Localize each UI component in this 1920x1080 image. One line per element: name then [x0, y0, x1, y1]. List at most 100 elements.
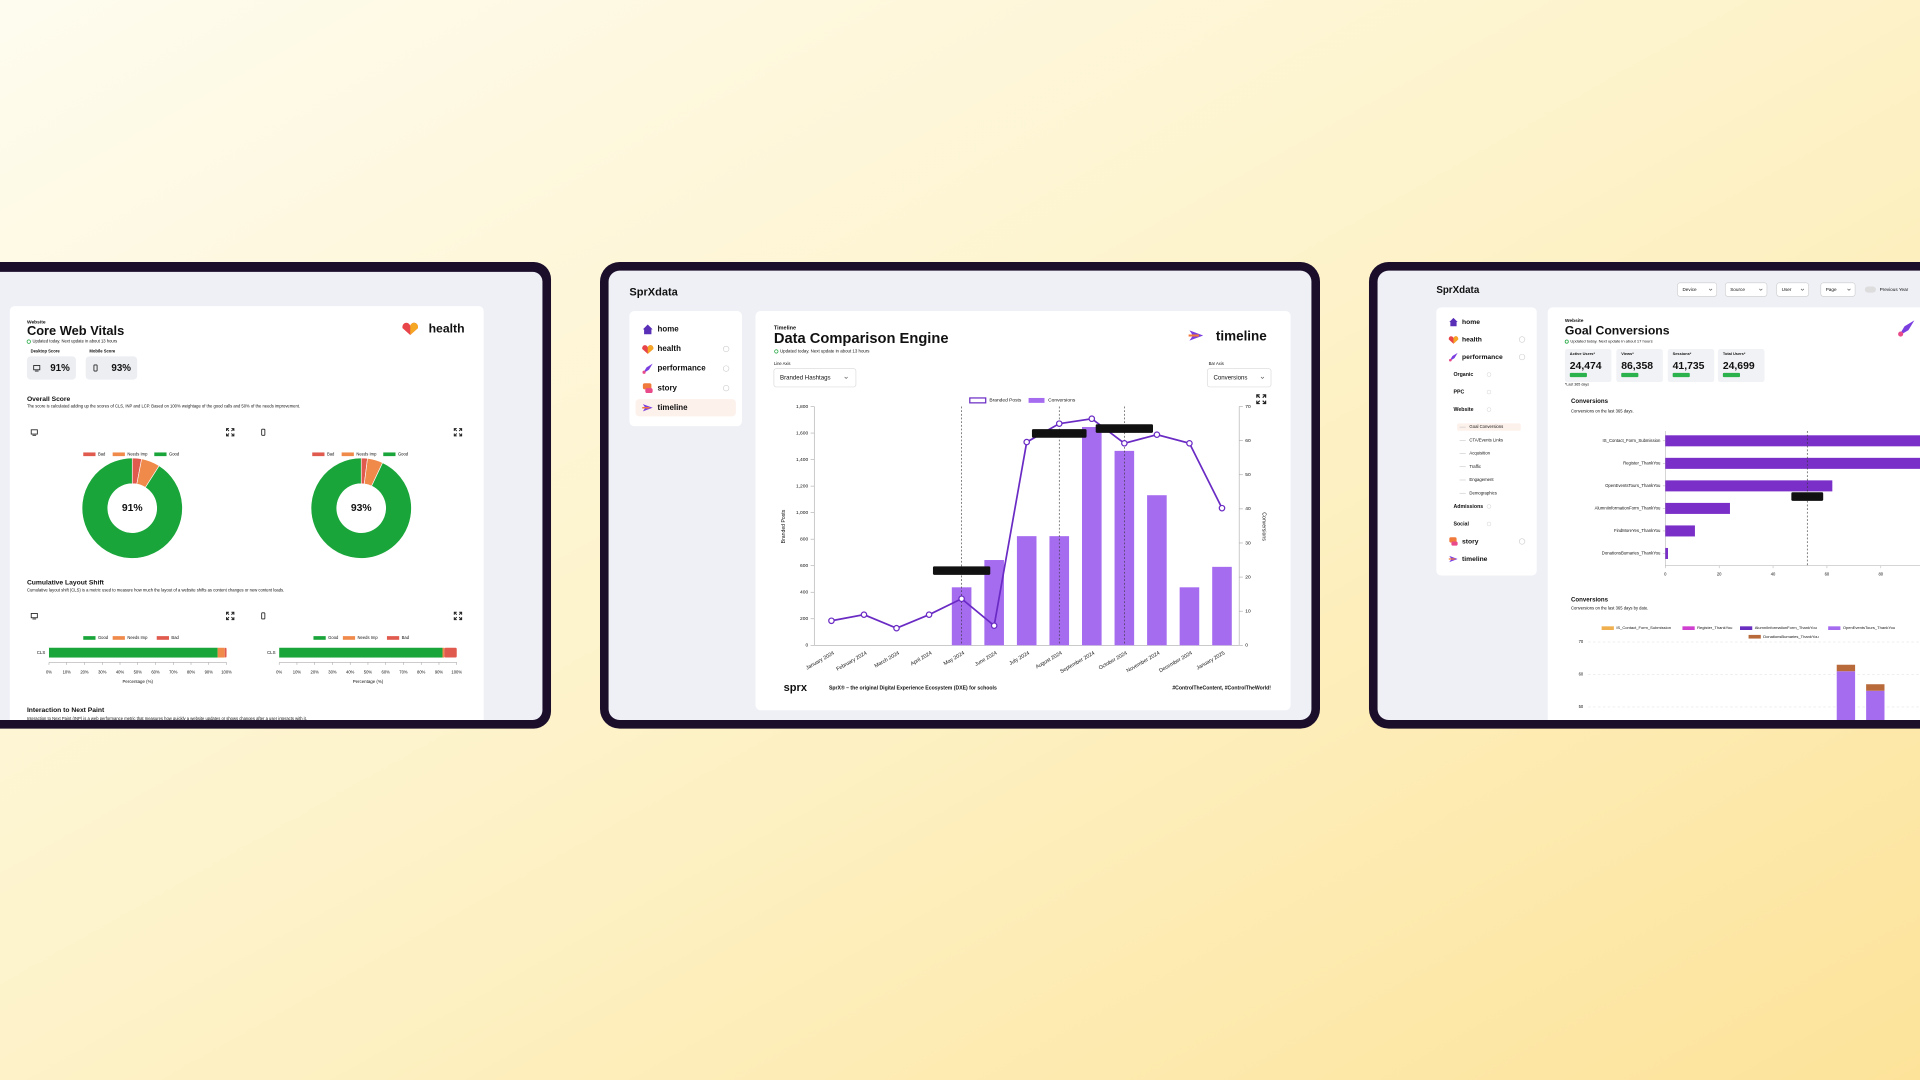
donut-segment	[81, 457, 183, 559]
legend-label: Conversions	[1048, 398, 1076, 404]
kpi-value: 41,735	[1673, 361, 1705, 372]
y2-tick-label: 50	[1245, 472, 1251, 478]
y-tick-label: 200	[800, 616, 808, 622]
filter-label: Source	[1730, 287, 1745, 292]
chev-icon	[723, 385, 730, 392]
expand-icon	[226, 428, 235, 437]
story-icon	[1449, 537, 1458, 546]
monitor-icon	[30, 613, 38, 620]
nav-item: home	[658, 324, 680, 333]
phone-icon	[261, 612, 266, 620]
bar-segment	[444, 647, 457, 658]
y-tick-label: 1,000	[796, 510, 808, 516]
y-tick-label: FindMoreYes_ThankYou	[1614, 528, 1661, 533]
icon-shape	[723, 385, 730, 392]
kpi-delta	[1621, 372, 1639, 378]
nav-item: timeline	[1462, 556, 1488, 563]
y-tick-label: 0	[805, 643, 808, 649]
legend-label: Bad	[98, 451, 106, 456]
legend-swatch	[112, 636, 125, 640]
timeline-icon	[642, 404, 653, 412]
line-point	[958, 595, 965, 603]
legend-swatch	[112, 452, 125, 457]
legend-label: OpenEventsTours_ThankYou	[1843, 625, 1895, 630]
legend-swatch	[1828, 626, 1841, 630]
section-heading: Interaction to Next Paint	[27, 707, 105, 714]
x-tick-label: 90%	[205, 669, 214, 674]
nav-active	[1457, 423, 1521, 431]
y2-tick-label: 0	[1245, 643, 1248, 649]
y2-tick-label: 60	[1245, 438, 1251, 444]
chev-icon	[1486, 372, 1492, 377]
y-tick-label: 400	[800, 590, 808, 596]
card	[1547, 307, 1920, 720]
kpi-label: Active Users*	[1570, 351, 1596, 356]
icon-shape	[723, 365, 730, 372]
x-tick-label: 80	[1879, 571, 1884, 576]
annotation-box	[1095, 424, 1154, 433]
nav-item: story	[1462, 538, 1479, 545]
nav-item: health	[1462, 336, 1482, 343]
nav-item: health	[658, 344, 682, 353]
icon-shape	[1260, 376, 1265, 379]
section-heading: Overall Score	[27, 396, 71, 403]
bar-segment	[1836, 671, 1856, 720]
nav-active	[635, 399, 736, 417]
bar-segment	[48, 647, 218, 658]
brand: timeline	[1216, 328, 1267, 343]
legend-swatch	[156, 636, 169, 640]
chart-title: Conversions	[1571, 597, 1609, 604]
nav-item: timeline	[658, 403, 689, 412]
icon-shape	[844, 376, 848, 379]
down-icon	[1800, 288, 1805, 291]
score-value: 93%	[111, 363, 131, 374]
section-label: Timeline	[774, 326, 796, 332]
bar	[984, 560, 1004, 646]
line-point	[1218, 504, 1226, 512]
x-axis-title: Percentage (%)	[353, 679, 384, 684]
x-tick-label: 70%	[169, 669, 178, 674]
nav-leaf: Demographics	[1469, 490, 1497, 495]
icon-shape	[261, 428, 266, 436]
timeline-icon	[1448, 555, 1458, 563]
section-label: Website	[27, 319, 46, 325]
updated-text: Updated today. Next update in about 13 h…	[32, 339, 117, 344]
section-text: Cumulative layout shift (CLS) is a metri…	[27, 587, 284, 592]
legend-swatch	[342, 636, 356, 640]
y-tick-label: 50	[1579, 704, 1584, 709]
chev-icon	[1486, 521, 1492, 527]
legend-swatch	[83, 452, 96, 457]
card	[9, 306, 484, 720]
average-label: Average: 52.7	[1795, 494, 1820, 499]
x-tick-label: 40%	[346, 669, 355, 674]
y2-tick-label: 10	[1245, 608, 1251, 614]
icon-shape	[1898, 331, 1904, 337]
bar	[1212, 566, 1232, 646]
performance-icon	[1898, 320, 1915, 337]
footer-logo: sprx	[784, 682, 808, 694]
kpi-value: 24,474	[1570, 361, 1602, 372]
section-text: The score is calculated adding up the sc…	[27, 404, 300, 409]
legend-label: DonationsBumaries_ThankYou	[1763, 634, 1818, 639]
filter-select	[1677, 282, 1718, 297]
chev-icon	[1518, 336, 1526, 343]
line-point	[1055, 420, 1063, 427]
chev-icon	[1486, 407, 1492, 412]
kpi-value: 86,358	[1621, 361, 1653, 372]
nav-item: story	[658, 383, 678, 392]
section-text: Interaction to Next Paint (INP) is a web…	[27, 716, 307, 721]
phone-icon	[93, 364, 98, 372]
x-tick-label: 0%	[276, 669, 282, 674]
legend-swatch	[83, 636, 96, 640]
chev-icon	[1518, 353, 1526, 361]
line-point	[1186, 439, 1193, 447]
updated-text: Updated today. Next update in about 17 h…	[1570, 339, 1652, 344]
y-tick-label: OpenEventsTours_ThankYou	[1605, 483, 1661, 488]
legend-swatch	[312, 452, 325, 457]
line-point	[1023, 438, 1031, 446]
story-icon	[642, 383, 653, 394]
line-point	[1153, 431, 1161, 438]
nav-leaf: Traffic	[1469, 464, 1481, 469]
